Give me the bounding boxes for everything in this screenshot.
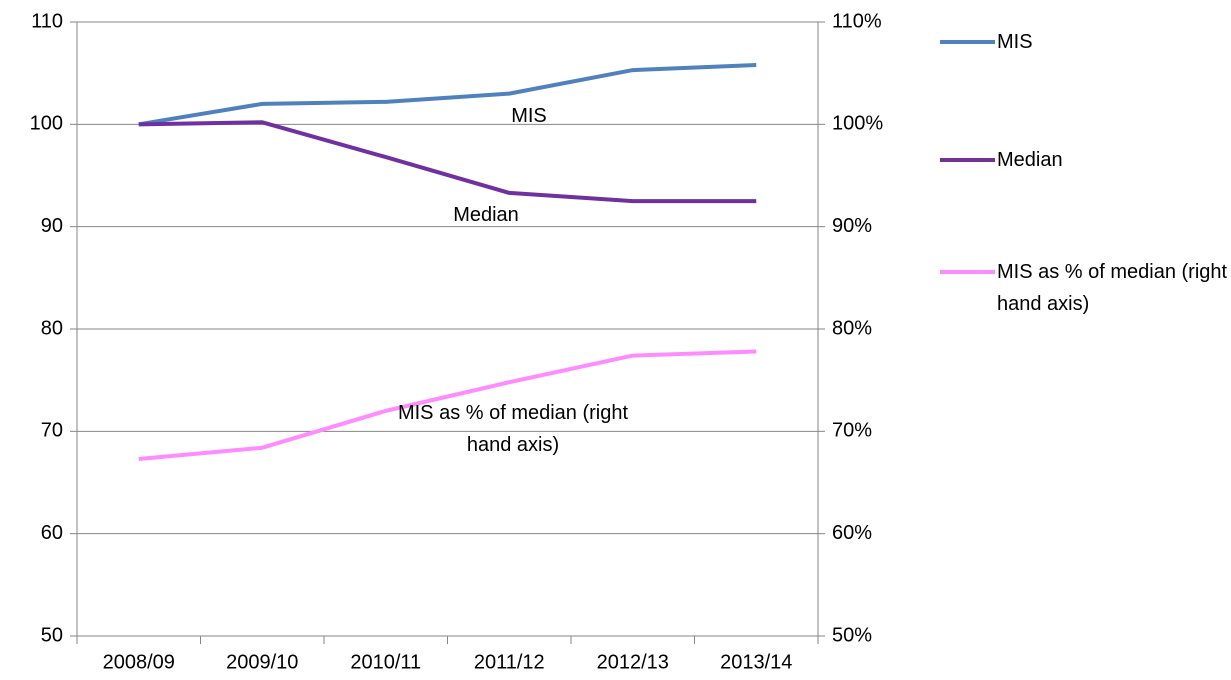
data-line [138, 349, 757, 461]
y2-tick-label: 50% [832, 624, 872, 646]
y2-tick-label: 90% [832, 215, 872, 237]
y-tick-label: 50 [41, 624, 63, 646]
y-tick-label: 70 [41, 420, 63, 442]
legend-label: MIS as % of median (right hand axis) [997, 261, 1228, 315]
y-tick-label: 60 [41, 522, 63, 544]
line-label: MIS as % of median (right hand axis) [397, 402, 629, 456]
legend-label: MIS [997, 31, 1033, 53]
data-line [138, 120, 757, 204]
y2-tick-label: 110% [832, 10, 882, 32]
y-tick-label: 90 [41, 215, 63, 237]
x-tick-label: 2010/11 [350, 651, 421, 673]
x-tick-label: 2013/14 [720, 651, 792, 673]
y2-tick-label: 70% [832, 420, 872, 442]
y2-tick-label: 80% [832, 317, 872, 339]
y2-tick-label: 100% [832, 113, 883, 135]
legend-label: Median [997, 149, 1063, 171]
y2-tick-label: 60% [832, 522, 872, 544]
x-tick-label: 2011/12 [474, 651, 545, 673]
x-tick-label: 2008/09 [103, 651, 175, 673]
data-line [138, 62, 757, 127]
y-tick-label: 80 [41, 317, 63, 339]
x-tick-label: 2012/13 [597, 651, 669, 673]
y-tick-label: 100 [30, 113, 63, 135]
x-tick-label: 2009/10 [226, 651, 298, 673]
line-label: MIS [511, 105, 547, 127]
y-tick-label: 110 [31, 10, 63, 32]
line-label: Median [453, 204, 519, 226]
